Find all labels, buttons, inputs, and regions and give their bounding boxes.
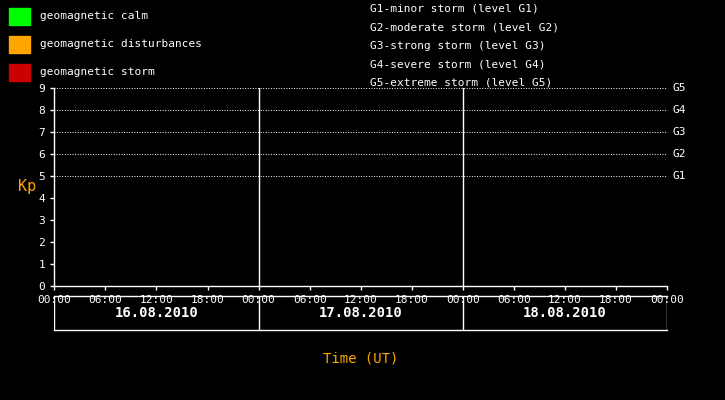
Text: G4-severe storm (level G4): G4-severe storm (level G4) (370, 59, 545, 69)
Text: geomagnetic calm: geomagnetic calm (40, 11, 148, 21)
Text: Time (UT): Time (UT) (323, 351, 398, 365)
Text: G3-strong storm (level G3): G3-strong storm (level G3) (370, 41, 545, 51)
Text: 17.08.2010: 17.08.2010 (319, 306, 402, 320)
Text: G4: G4 (673, 105, 686, 115)
Y-axis label: Kp: Kp (18, 180, 36, 194)
Text: G3: G3 (673, 127, 686, 137)
Text: 16.08.2010: 16.08.2010 (115, 306, 199, 320)
Text: 18.08.2010: 18.08.2010 (523, 306, 607, 320)
Text: geomagnetic storm: geomagnetic storm (40, 67, 154, 77)
Text: G2-moderate storm (level G2): G2-moderate storm (level G2) (370, 22, 559, 32)
FancyBboxPatch shape (9, 8, 30, 25)
Text: G1-minor storm (level G1): G1-minor storm (level G1) (370, 4, 539, 14)
Text: G5-extreme storm (level G5): G5-extreme storm (level G5) (370, 78, 552, 88)
Text: G2: G2 (673, 149, 686, 159)
Text: G1: G1 (673, 171, 686, 181)
FancyBboxPatch shape (9, 64, 30, 81)
Text: geomagnetic disturbances: geomagnetic disturbances (40, 39, 202, 49)
FancyBboxPatch shape (9, 36, 30, 53)
Text: G5: G5 (673, 83, 686, 93)
